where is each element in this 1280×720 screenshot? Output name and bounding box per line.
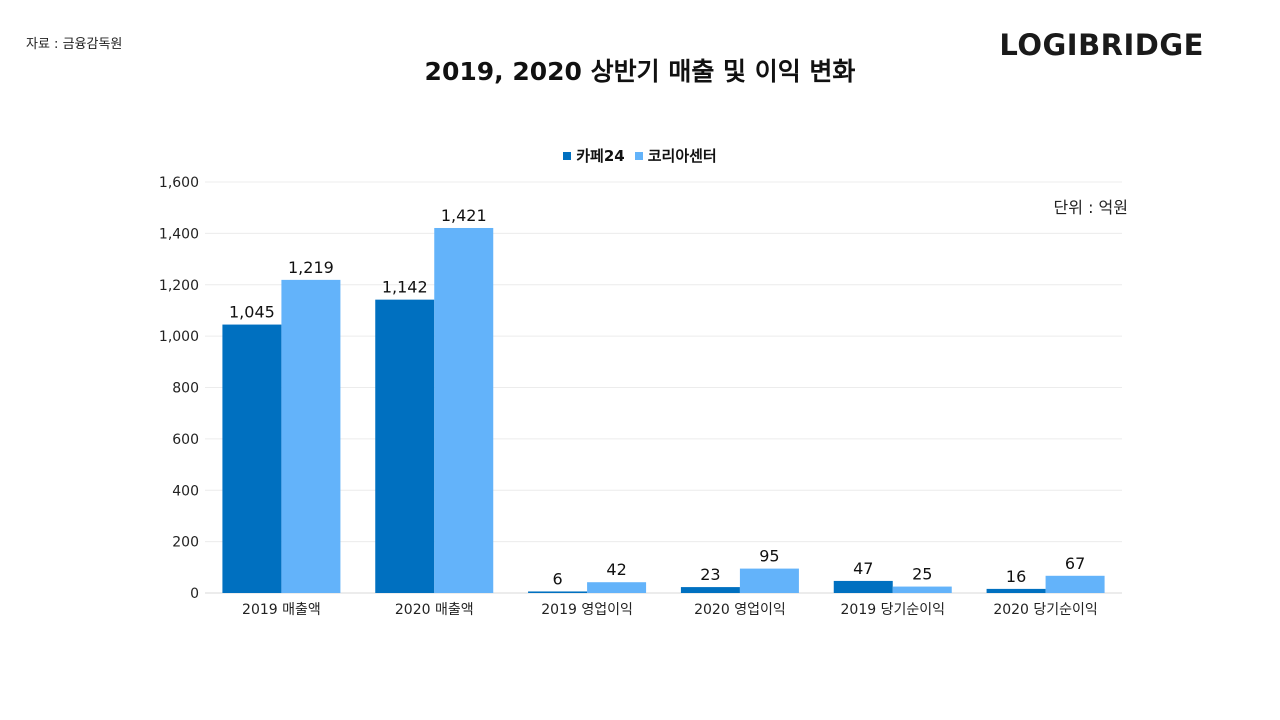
- bar-koreacenter: [892, 586, 952, 593]
- bar-cafe24: [833, 580, 893, 593]
- chart-title: 2019, 2020 상반기 매출 및 이익 변화: [424, 57, 856, 86]
- bar-koreacenter: [739, 568, 799, 593]
- y-tick-label: 800: [172, 381, 199, 397]
- x-tick-label: 2019 매출액: [242, 602, 321, 618]
- data-label: 67: [1065, 554, 1085, 573]
- unit-label: 단위 : 억원: [1053, 198, 1128, 217]
- data-label: 1,045: [229, 303, 275, 322]
- data-label: 1,142: [382, 278, 428, 297]
- y-tick-label: 200: [172, 535, 199, 551]
- bar-cafe24: [222, 324, 282, 593]
- brand-logo: LOGIBRIDGE: [999, 28, 1204, 62]
- bar-koreacenter: [434, 227, 494, 593]
- legend-swatch-cafe24: [563, 151, 572, 160]
- bar-koreacenter: [587, 582, 647, 593]
- y-tick-label: 1,000: [159, 329, 199, 345]
- data-label: 16: [1006, 567, 1026, 586]
- bar-koreacenter: [1045, 575, 1105, 593]
- bar-cafe24: [528, 591, 588, 593]
- x-tick-label: 2019 당기순이익: [841, 602, 945, 618]
- y-tick-label: 0: [190, 586, 199, 602]
- legend-label-koreacenter: 코리아센터: [647, 147, 717, 165]
- legend-swatch-koreacenter: [634, 151, 643, 160]
- source-label: 자료 : 금융감독원: [26, 37, 123, 52]
- data-label: 42: [606, 560, 626, 579]
- y-tick-label: 1,600: [159, 175, 199, 191]
- data-label: 47: [853, 559, 873, 578]
- bar-cafe24: [986, 588, 1046, 593]
- x-tick-label: 2020 당기순이익: [993, 602, 1097, 618]
- y-tick-label: 1,400: [159, 226, 199, 242]
- y-tick-label: 600: [172, 432, 199, 448]
- bar-cafe24: [375, 299, 435, 593]
- x-tick-label: 2019 영업이익: [541, 602, 633, 618]
- data-label: 23: [700, 565, 720, 584]
- x-tick-label: 2020 영업이익: [694, 602, 786, 618]
- y-tick-label: 400: [172, 483, 199, 499]
- x-tick-label: 2020 매출액: [395, 602, 474, 618]
- legend-label-cafe24: 카페24: [576, 147, 625, 165]
- bar-cafe24: [680, 587, 740, 593]
- data-label: 25: [912, 565, 932, 584]
- data-label: 1,421: [441, 206, 487, 225]
- bar-koreacenter: [281, 279, 341, 593]
- y-tick-label: 1,200: [159, 278, 199, 294]
- data-label: 95: [759, 547, 779, 566]
- legend-item-cafe24: 카페24: [563, 145, 625, 166]
- chart-legend: 카페24 코리아센터: [0, 145, 1280, 166]
- legend-item-koreacenter: 코리아센터: [634, 145, 717, 166]
- data-label: 6: [552, 569, 562, 588]
- data-label: 1,219: [288, 258, 334, 277]
